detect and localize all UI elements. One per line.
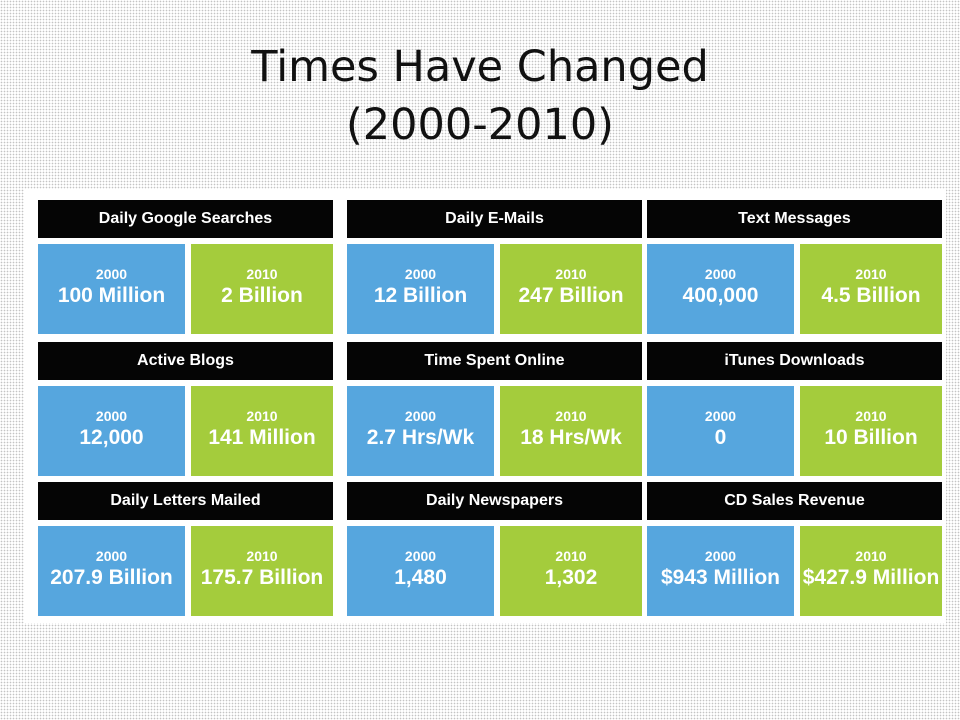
stat-2000-cell: 2000 100 Million	[38, 244, 185, 334]
stat-daily-emails: Daily E-Mails 2000 12 Billion 2010 247 B…	[347, 200, 642, 334]
stat-label: Daily Letters Mailed	[38, 482, 333, 520]
stat-label: Daily Newspapers	[347, 482, 642, 520]
stat-2000-cell: 2000 12,000	[38, 386, 185, 476]
stat-2010-cell: 2010 $427.9 Million	[800, 526, 942, 616]
stat-year: 2000	[404, 548, 437, 564]
stat-year: 2000	[95, 408, 128, 424]
stat-label: iTunes Downloads	[647, 342, 942, 380]
stat-letters-mailed: Daily Letters Mailed 2000 207.9 Billion …	[38, 482, 333, 616]
stat-2010-cell: 2010 10 Billion	[800, 386, 942, 476]
stat-2000-cell: 2000 0	[647, 386, 794, 476]
stat-label: Active Blogs	[38, 342, 333, 380]
stat-itunes-downloads: iTunes Downloads 2000 0 2010 10 Billion	[647, 342, 942, 476]
stat-2010-cell: 2010 247 Billion	[500, 244, 642, 334]
stat-value: 1,480	[394, 566, 447, 589]
stat-label: CD Sales Revenue	[647, 482, 942, 520]
stat-year: 2010	[246, 548, 278, 564]
stat-year: 2000	[95, 548, 128, 564]
stat-year: 2010	[555, 408, 587, 424]
stat-2000-cell: 2000 400,000	[647, 244, 794, 334]
stat-value: 175.7 Billion	[200, 566, 324, 589]
stat-value: 400,000	[682, 284, 759, 307]
stat-2010-cell: 2010 4.5 Billion	[800, 244, 942, 334]
stat-2000-cell: 2000 12 Billion	[347, 244, 494, 334]
stat-time-online: Time Spent Online 2000 2.7 Hrs/Wk 2010 1…	[347, 342, 642, 476]
slide-title: Times Have Changed (2000-2010)	[0, 38, 960, 154]
stat-value: 12 Billion	[373, 284, 468, 307]
stat-year: 2010	[555, 266, 587, 282]
stat-year: 2000	[404, 266, 437, 282]
stat-label: Daily E-Mails	[347, 200, 642, 238]
slide-title-line1: Times Have Changed	[251, 42, 709, 92]
stat-year: 2010	[246, 408, 278, 424]
stat-year: 2000	[704, 408, 737, 424]
stat-year: 2000	[95, 266, 128, 282]
stat-value: 100 Million	[57, 284, 166, 307]
stat-2010-cell: 2010 1,302	[500, 526, 642, 616]
stat-2000-cell: 2000 207.9 Billion	[38, 526, 185, 616]
stats-grid: Daily Google Searches 2000 100 Million 2…	[24, 189, 946, 623]
stat-year: 2000	[704, 548, 737, 564]
stat-value: 141 Million	[208, 426, 316, 449]
stat-value: 2.7 Hrs/Wk	[366, 426, 475, 449]
stat-label: Text Messages	[647, 200, 942, 238]
stat-label: Daily Google Searches	[38, 200, 333, 238]
stat-value: 247 Billion	[518, 284, 624, 307]
stat-year: 2010	[246, 266, 278, 282]
stat-value: 207.9 Billion	[50, 566, 173, 589]
stat-google-searches: Daily Google Searches 2000 100 Million 2…	[38, 200, 333, 334]
stat-text-messages: Text Messages 2000 400,000 2010 4.5 Bill…	[647, 200, 942, 334]
stat-year: 2010	[855, 408, 887, 424]
stat-2010-cell: 2010 141 Million	[191, 386, 333, 476]
stat-value: 10 Billion	[824, 426, 918, 449]
stat-value: 0	[714, 426, 727, 449]
stat-2000-cell: 2000 2.7 Hrs/Wk	[347, 386, 494, 476]
stat-2000-cell: 2000 1,480	[347, 526, 494, 616]
stat-year: 2000	[704, 266, 737, 282]
stat-value: 12,000	[79, 426, 144, 449]
stat-value: 4.5 Billion	[821, 284, 921, 307]
stat-year: 2010	[855, 266, 887, 282]
stat-cd-sales-revenue: CD Sales Revenue 2000 $943 Million 2010 …	[647, 482, 942, 616]
stat-2010-cell: 2010 18 Hrs/Wk	[500, 386, 642, 476]
stat-year: 2000	[404, 408, 437, 424]
stat-2010-cell: 2010 175.7 Billion	[191, 526, 333, 616]
stat-year: 2010	[855, 548, 887, 564]
slide-title-line2: (2000-2010)	[346, 100, 614, 150]
stat-value: $943 Million	[660, 566, 781, 589]
stat-value: 2 Billion	[221, 284, 303, 307]
stat-year: 2010	[555, 548, 587, 564]
stat-daily-newspapers: Daily Newspapers 2000 1,480 2010 1,302	[347, 482, 642, 616]
stat-value: 1,302	[544, 566, 598, 589]
stat-value: $427.9 Million	[802, 566, 940, 589]
stat-active-blogs: Active Blogs 2000 12,000 2010 141 Millio…	[38, 342, 333, 476]
stat-2000-cell: 2000 $943 Million	[647, 526, 794, 616]
stat-value: 18 Hrs/Wk	[520, 426, 622, 449]
stat-2010-cell: 2010 2 Billion	[191, 244, 333, 334]
stat-label: Time Spent Online	[347, 342, 642, 380]
